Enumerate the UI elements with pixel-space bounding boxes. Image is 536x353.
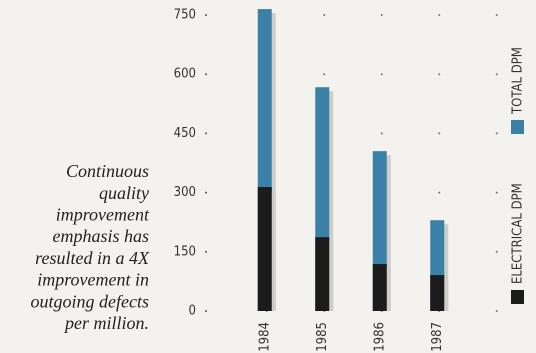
annotation-line: per million. xyxy=(63,313,149,333)
bar xyxy=(257,187,272,311)
grid-dot xyxy=(323,73,326,76)
grid-dot xyxy=(380,132,383,135)
y-tick-label: 0 xyxy=(189,304,196,319)
tick-mark xyxy=(205,250,207,253)
grid-dot xyxy=(495,73,498,76)
y-tick-label: 600 xyxy=(174,67,196,82)
legend-label: ELECTRICAL DPM xyxy=(511,183,526,284)
annotation-line: resulted in a 4X xyxy=(35,248,150,268)
annotation-line: outgoing defects xyxy=(31,291,149,311)
x-tick-label: 1984 xyxy=(257,322,272,352)
bar xyxy=(315,237,330,311)
y-tick-label: 450 xyxy=(174,126,196,141)
tick-mark xyxy=(205,14,207,16)
tick-mark xyxy=(205,191,207,194)
tick-mark xyxy=(205,132,207,135)
legend-label: TOTAL DPM xyxy=(511,47,526,115)
bar xyxy=(430,275,445,311)
grid-dot xyxy=(495,250,498,253)
annotation-line: quality xyxy=(99,183,149,203)
grid-dot xyxy=(495,14,498,16)
grid-dot xyxy=(438,14,441,16)
annotation-line: Continuous xyxy=(66,161,149,181)
x-tick-label: 1986 xyxy=(372,322,387,352)
grid-dot xyxy=(438,73,441,76)
y-tick-label: 150 xyxy=(174,244,196,259)
grid-dot xyxy=(495,132,498,135)
grid-dot xyxy=(323,14,326,16)
y-tick-label: 300 xyxy=(174,185,196,200)
grid-dot xyxy=(495,191,498,194)
bar xyxy=(372,264,387,311)
grid-dot xyxy=(438,132,441,135)
legend-swatch xyxy=(511,120,524,134)
grid-dot xyxy=(380,14,383,16)
tick-mark xyxy=(205,73,207,76)
grid-dot xyxy=(380,73,383,76)
grid-dot xyxy=(495,310,498,312)
y-tick-label: 750 xyxy=(174,8,196,23)
x-tick-label: 1987 xyxy=(430,322,445,352)
grid-dot xyxy=(438,191,441,194)
x-tick-label: 1985 xyxy=(315,322,330,352)
annotation-line: improvement xyxy=(56,205,150,225)
annotation-line: improvement in xyxy=(37,270,149,290)
tick-mark xyxy=(205,310,207,312)
legend-swatch xyxy=(511,290,524,304)
annotation-line: emphasis has xyxy=(52,226,149,246)
